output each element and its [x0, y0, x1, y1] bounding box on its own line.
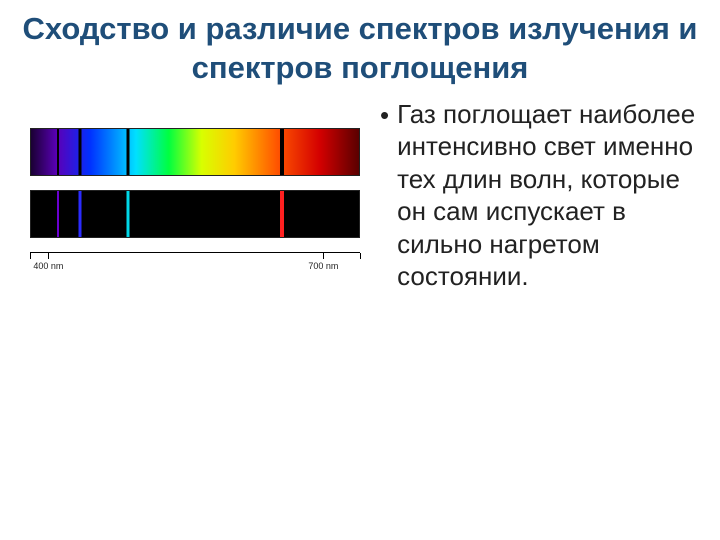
- emission-line: [280, 191, 284, 237]
- absorption-line: [126, 129, 129, 175]
- absorption-line: [57, 129, 59, 175]
- emission-bar: [30, 190, 360, 238]
- page-title: Сходство и различие спектров излучения и…: [20, 10, 700, 88]
- axis-tick-label: 400 nm: [33, 261, 63, 271]
- spectra-figure: 400 nm700 nm: [20, 98, 370, 264]
- emission-line: [79, 191, 82, 237]
- axis-tick-label: 700 nm: [308, 261, 338, 271]
- bullet-item: • Газ поглощает наиболее интенсивно свет…: [380, 98, 700, 293]
- absorption-line: [280, 129, 284, 175]
- content-row: 400 nm700 nm • Газ поглощает наиболее ин…: [20, 98, 700, 293]
- bullet-marker: •: [380, 100, 389, 131]
- absorption-line: [79, 129, 82, 175]
- absorption-bar: [30, 128, 360, 176]
- text-column: • Газ поглощает наиболее интенсивно свет…: [380, 98, 700, 293]
- emission-spectrum: [30, 190, 360, 238]
- absorption-spectrum: [30, 128, 360, 176]
- axis-tick: [323, 253, 324, 259]
- emission-line: [57, 191, 59, 237]
- bullet-text: Газ поглощает наиболее интенсивно свет и…: [397, 98, 700, 293]
- wavelength-axis: 400 nm700 nm: [30, 252, 360, 264]
- axis-tick: [48, 253, 49, 259]
- emission-line: [126, 191, 129, 237]
